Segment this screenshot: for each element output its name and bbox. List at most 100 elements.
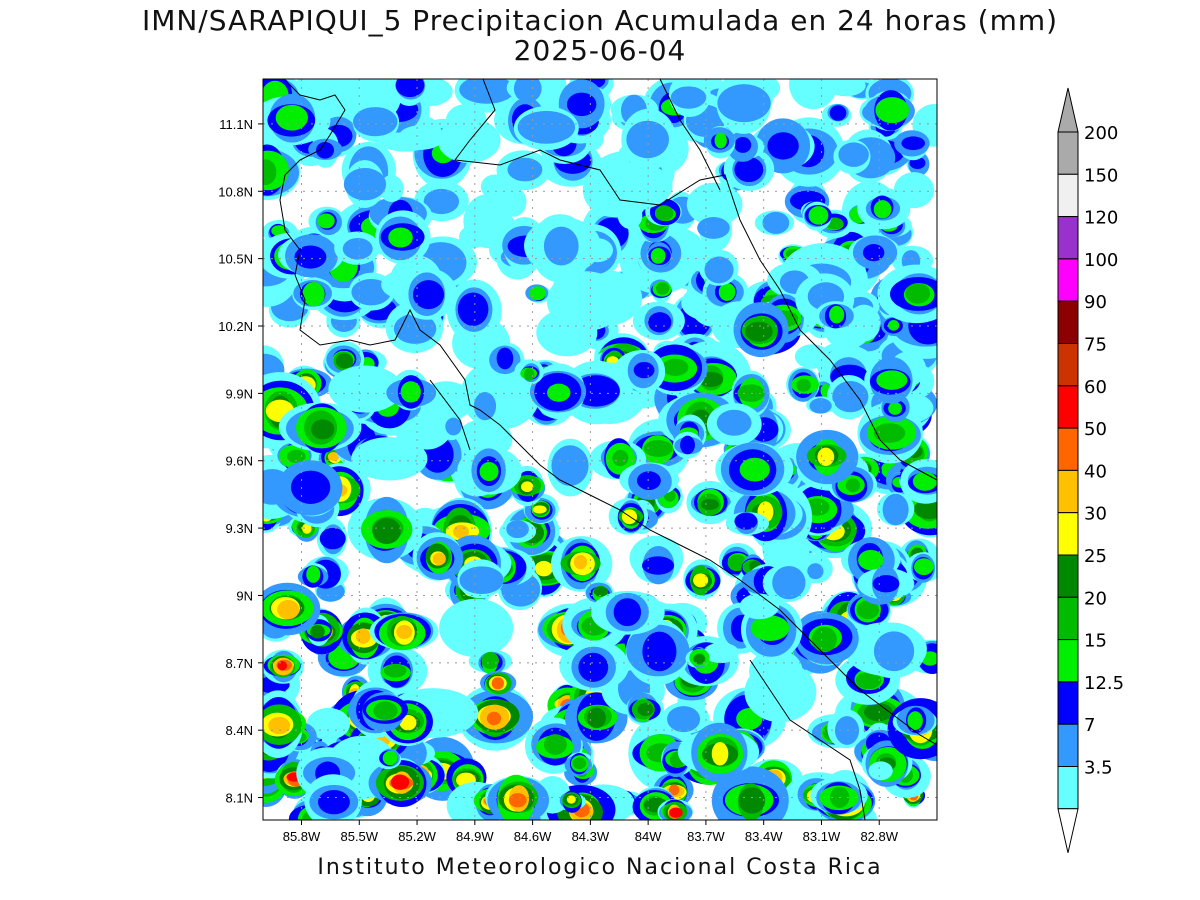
grid-lines [263,79,937,820]
rain-contour [838,142,869,167]
rain-cell [657,798,693,820]
rain-contour [718,282,736,301]
rain-contour [789,79,838,110]
rain-cell [716,79,772,134]
rain-contour [390,774,410,790]
rain-contour [532,505,547,514]
rain-cell [703,125,736,159]
rain-contour [507,157,543,182]
rain-cell [685,647,710,669]
rain-contour [745,321,773,342]
rain-cell [711,766,789,820]
rain-cell [514,359,544,385]
rain-cell [715,442,794,496]
rain-contour [328,365,403,413]
rain-contour [551,445,589,486]
rain-cell [624,350,666,393]
rain-cell [529,363,587,420]
rain-contour [744,661,817,723]
rain-contour [612,450,629,467]
rain-cell [698,249,739,286]
colorbar-swatch [1057,554,1079,598]
lon-tick-label: 84.6W [514,829,552,844]
rain-contour [633,361,655,379]
lat-tick-label: 9.6N [226,454,253,469]
rain-cell [324,341,365,378]
colorbar-label: 20 [1084,588,1107,609]
rain-cell [633,546,681,585]
rain-cell [398,125,444,150]
rain-contour [637,703,654,716]
lon-tick-label: 83.1W [803,829,841,844]
rain-cell [802,201,832,231]
rain-cell [468,649,513,675]
rain-cell [292,277,335,311]
rain-cell [617,202,643,229]
rain-contour [517,110,576,144]
rain-contour [641,556,675,575]
rain-cell [668,79,711,117]
rain-cell [591,590,665,635]
colorbar-swatch [1057,596,1079,641]
rain-cell [564,752,594,776]
rain-cell [905,552,937,583]
rain-contour [796,378,811,392]
rain-cell [723,147,775,191]
rain-cell [673,431,703,459]
rain-cell [661,701,710,734]
rain-contour [829,105,847,121]
rain-contour [521,481,534,493]
rain-contour [655,282,670,295]
rain-contour [667,706,701,733]
rain-contour [481,652,499,670]
rain-cell [297,563,329,588]
rain-contour [327,452,340,462]
rain-cell [848,235,901,270]
rain-cell [513,106,579,151]
rain-cell [343,160,387,209]
latitude-axis: 11.1N 10.8N 10.5N 10.2N 9.9N 9.6N 9.3N 9N 8.7N 8.… [218,117,263,806]
rain-contour [523,368,535,381]
coastline [279,79,937,820]
rain-contour [412,280,445,310]
rain-contour [566,92,597,117]
rain-cell [439,598,514,658]
rain-contour [767,132,799,160]
rain-cell [278,402,362,454]
rain-contour [669,807,683,818]
colorbar-swatch [1057,258,1079,302]
rain-cell [351,437,428,481]
colorbar-swatch [1057,681,1079,725]
colorbar-swatch [1057,173,1079,218]
rain-cell [900,459,937,504]
plot-frame [262,78,938,821]
rain-cell [374,748,402,770]
rain-contour [439,598,514,658]
rain-cell [653,771,694,810]
rain-contour [907,711,923,730]
rain-cell [877,264,937,324]
colorbar-label: 15 [1084,631,1107,652]
rain-contour [294,245,327,269]
rain-contour [642,631,677,672]
rain-cell [864,356,917,404]
rain-contour [734,137,752,153]
rain-cell [440,412,463,441]
colorbar-label: 50 [1084,419,1107,440]
colorbar-label: 90 [1084,292,1107,313]
rain-cell [625,619,690,686]
rain-contour [400,381,421,403]
lon-tick-label: 83.4W [745,829,783,844]
rain-contour [543,734,567,755]
rain-contour [536,308,598,357]
rain-contour [811,626,837,653]
rain-contour [306,707,351,740]
rain-cell [646,242,672,269]
rain-contour [750,615,790,642]
rain-contour [352,107,398,137]
rain-cell [485,774,552,820]
rain-contour [319,527,346,550]
rain-contour [686,182,743,227]
rain-contour [459,566,504,595]
rain-contour [593,586,609,597]
